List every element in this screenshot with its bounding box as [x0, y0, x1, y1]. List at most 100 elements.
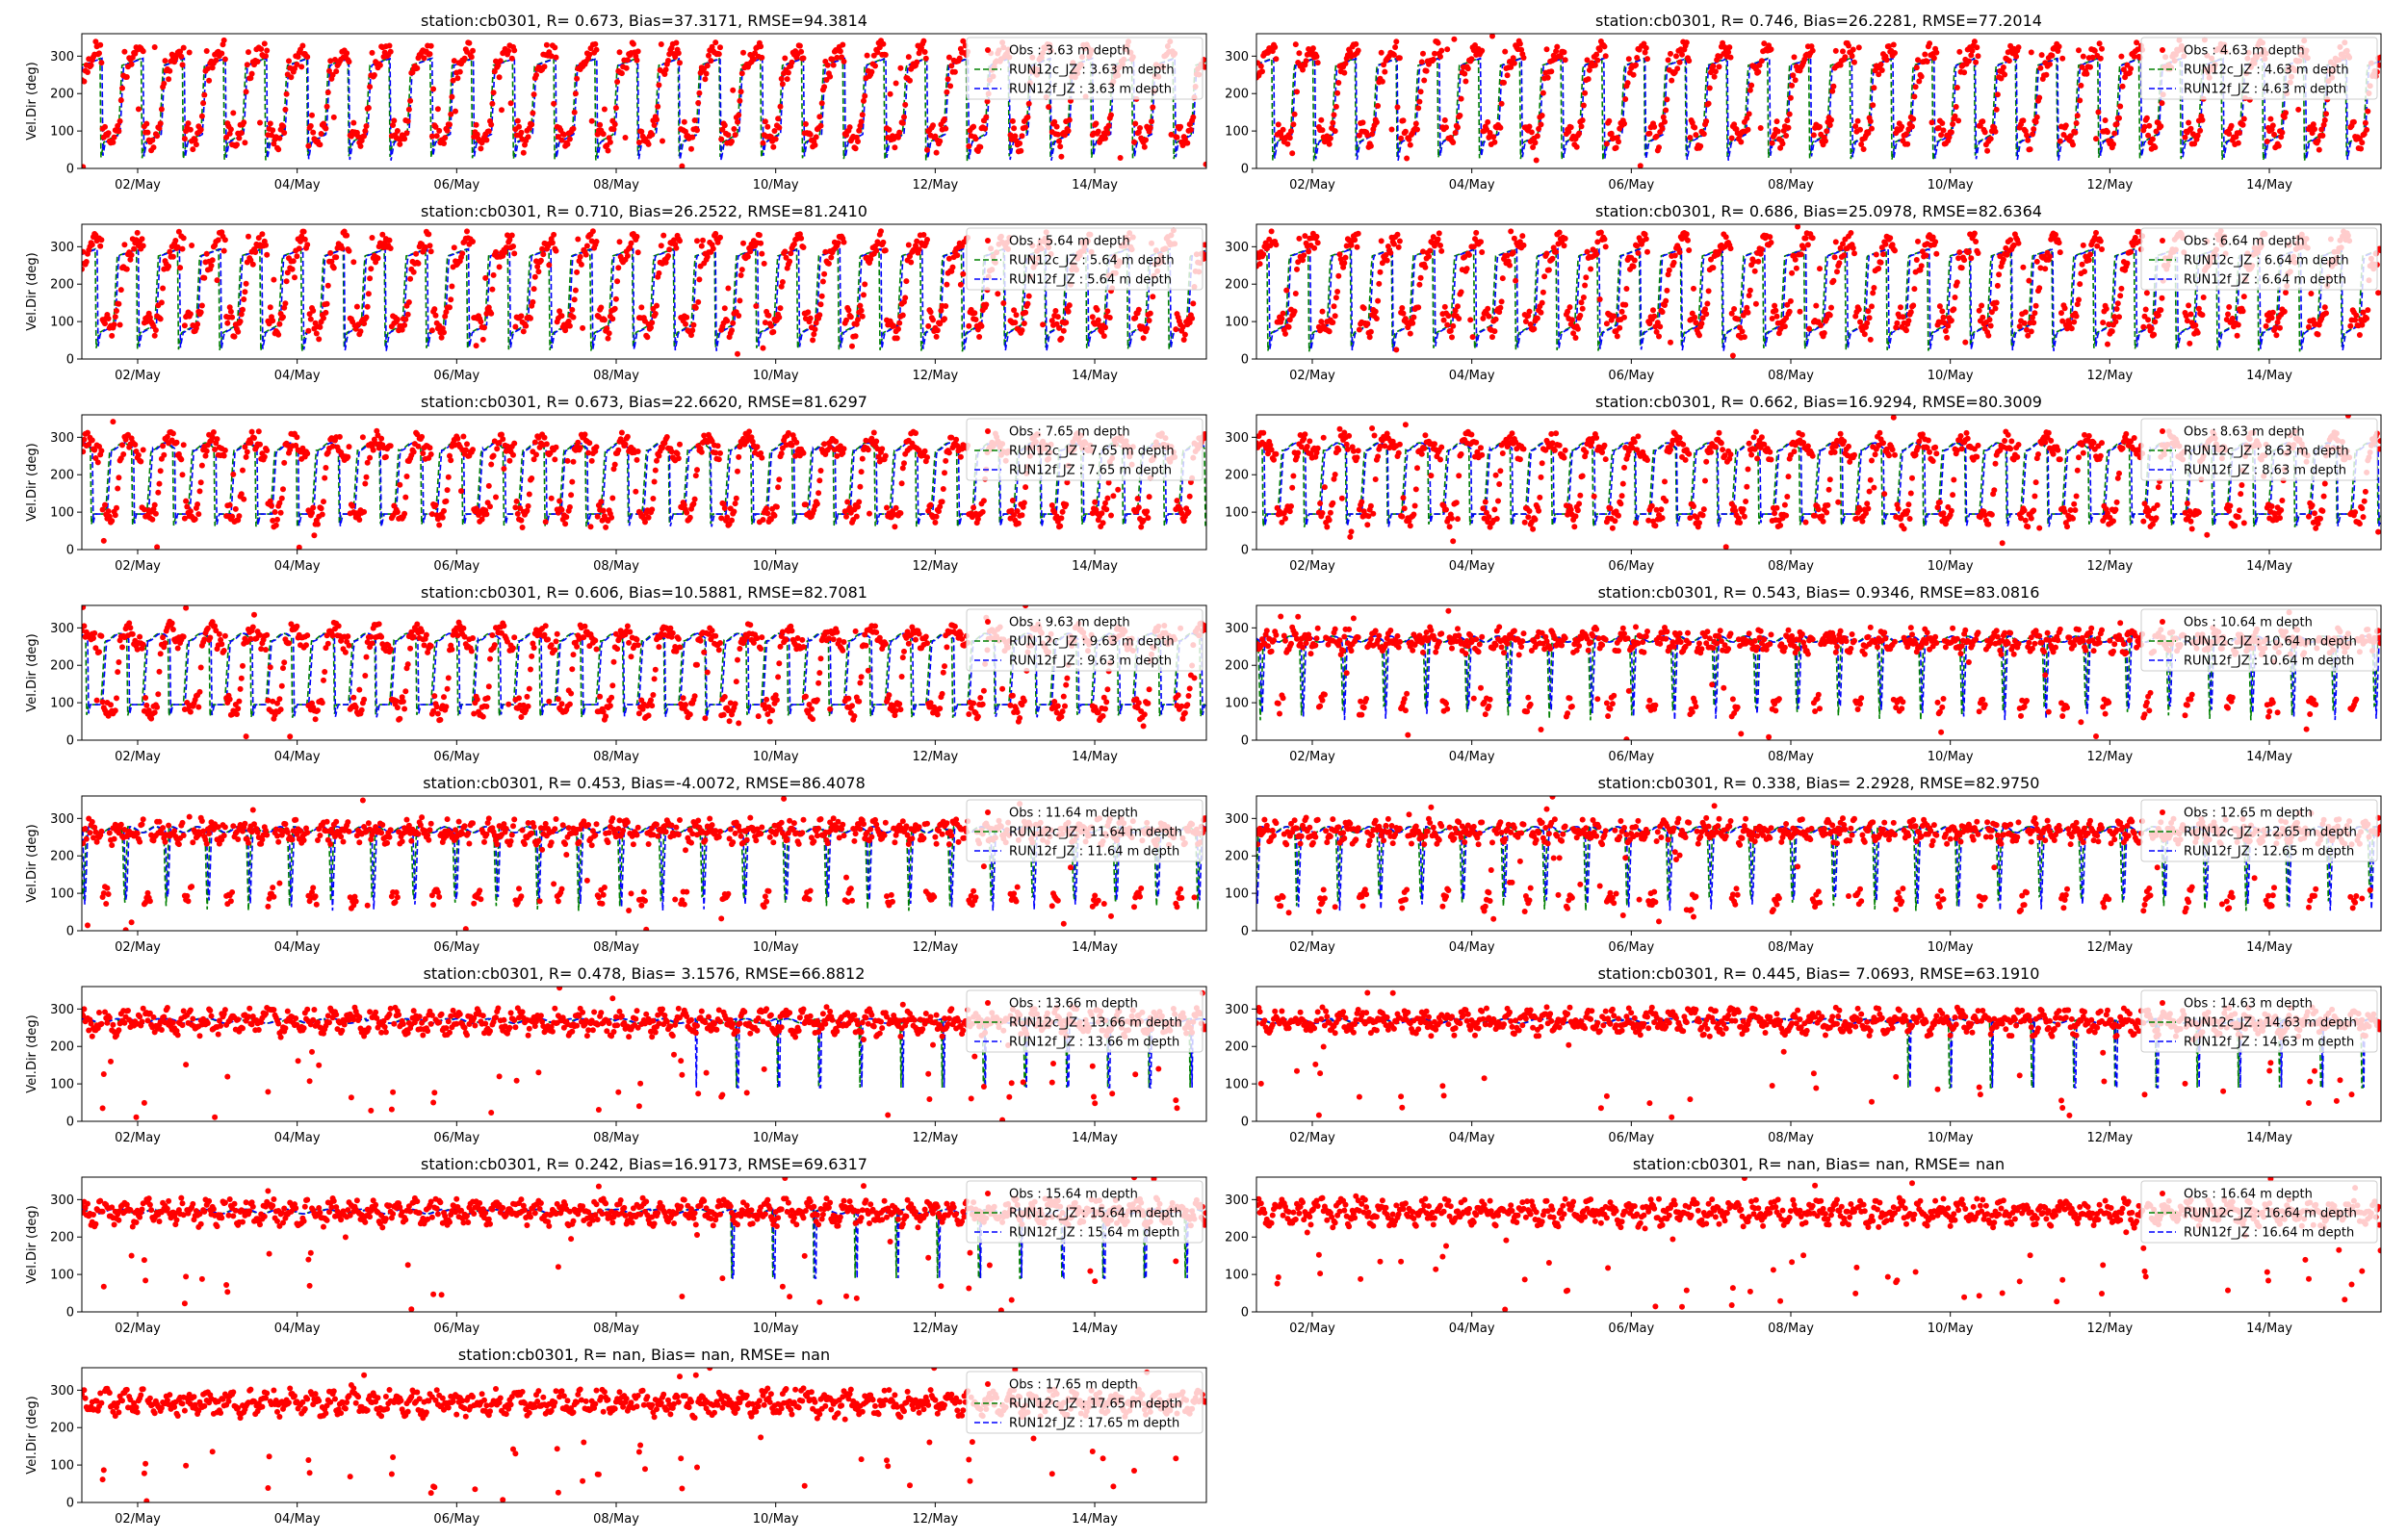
obs-point [715, 456, 722, 463]
obs-point [983, 114, 990, 120]
obs-point [1562, 235, 1568, 242]
obs-point [1415, 105, 1422, 112]
obs-point [1603, 141, 1610, 147]
obs-point [1487, 130, 1493, 136]
obs-point [589, 228, 596, 235]
obs-point [1393, 38, 1400, 45]
obs-point [270, 127, 276, 134]
obs-point [1662, 118, 1668, 125]
obs-point [1573, 143, 1580, 150]
obs-point [2118, 53, 2125, 60]
obs-point [1144, 325, 1151, 332]
obs-point [1335, 80, 1342, 86]
obs-point [1836, 260, 1843, 267]
obs-point [767, 322, 774, 329]
obs-point [520, 328, 527, 335]
obs-point [495, 62, 502, 68]
obs-point [288, 74, 295, 81]
obs-point [494, 446, 501, 452]
obs-point [630, 40, 636, 47]
obs-point [1110, 493, 1117, 500]
obs-point [346, 59, 352, 65]
x-tick-label: 12/May [2086, 178, 2133, 192]
obs-point [609, 495, 616, 501]
obs-point [1280, 126, 1286, 133]
obs-point [1712, 68, 1719, 75]
legend-obs-label: Obs : 5.64 m depth [1009, 235, 1130, 249]
obs-point [943, 303, 949, 309]
run12f-line [1256, 247, 2381, 351]
obs-point [1915, 57, 1921, 64]
obs-point [980, 498, 987, 504]
plot-area [1256, 34, 2381, 168]
obs-point [2037, 265, 2044, 271]
obs-point [656, 452, 662, 459]
obs-point [1280, 310, 1286, 317]
obs-point [382, 453, 389, 460]
obs-point [1367, 142, 1374, 149]
obs-point [1366, 334, 1373, 341]
axes-frame [81, 33, 1207, 169]
obs-point [2316, 146, 2322, 153]
obs-point [901, 460, 907, 467]
obs-point [612, 295, 619, 302]
obs-point [1437, 243, 1443, 248]
obs-point [1291, 308, 1298, 315]
obs-point [624, 433, 631, 440]
obs-point [1916, 78, 1923, 85]
obs-point [1596, 296, 1603, 302]
obs-point [1664, 96, 1670, 103]
obs-point [677, 441, 683, 448]
obs-point [1869, 125, 1875, 132]
obs-point [683, 128, 688, 135]
obs-point [234, 141, 240, 148]
obs-point [1437, 53, 1443, 60]
obs-point [862, 281, 868, 288]
obs-point [1100, 333, 1107, 340]
obs-point [1150, 104, 1156, 111]
obs-point [938, 307, 945, 314]
obs-point [204, 65, 211, 72]
obs-point [1998, 75, 2005, 82]
obs-point [140, 243, 146, 249]
obs-point [1716, 64, 1722, 70]
obs-point [661, 71, 668, 77]
obs-point [738, 89, 744, 95]
obs-point [1334, 289, 1341, 295]
obs-point [1622, 96, 1629, 102]
obs-point [1317, 327, 1324, 334]
obs-point [1469, 334, 1476, 341]
obs-point [426, 231, 432, 238]
obs-point [1536, 125, 1542, 132]
obs-point [1009, 498, 1016, 503]
obs-point [363, 123, 370, 129]
obs-point [212, 447, 219, 452]
obs-point [404, 117, 411, 124]
obs-point [1634, 243, 1641, 249]
obs-point [663, 434, 670, 440]
obs-point [738, 70, 745, 77]
obs-point [402, 316, 409, 322]
obs-point [873, 438, 880, 445]
obs-point [511, 440, 518, 447]
obs-point [1306, 248, 1312, 255]
obs-point [309, 112, 315, 118]
obs-point [1411, 314, 1417, 321]
obs-point [759, 250, 765, 257]
run12f-line [1256, 57, 2381, 161]
obs-point [830, 62, 837, 68]
obs-point [1369, 131, 1376, 138]
obs-point [1502, 48, 1509, 55]
obs-point [575, 236, 582, 243]
obs-point [284, 442, 291, 449]
obs-point [468, 54, 475, 61]
run12c-line [1256, 57, 2381, 162]
obs-point [1846, 42, 1851, 49]
obs-point [365, 291, 372, 297]
obs-point [470, 239, 476, 244]
obs-point [387, 48, 394, 55]
y-tick-label: 200 [50, 88, 74, 102]
obs-point [2016, 323, 2023, 330]
obs-point [1510, 249, 1516, 256]
obs-point [813, 320, 819, 326]
